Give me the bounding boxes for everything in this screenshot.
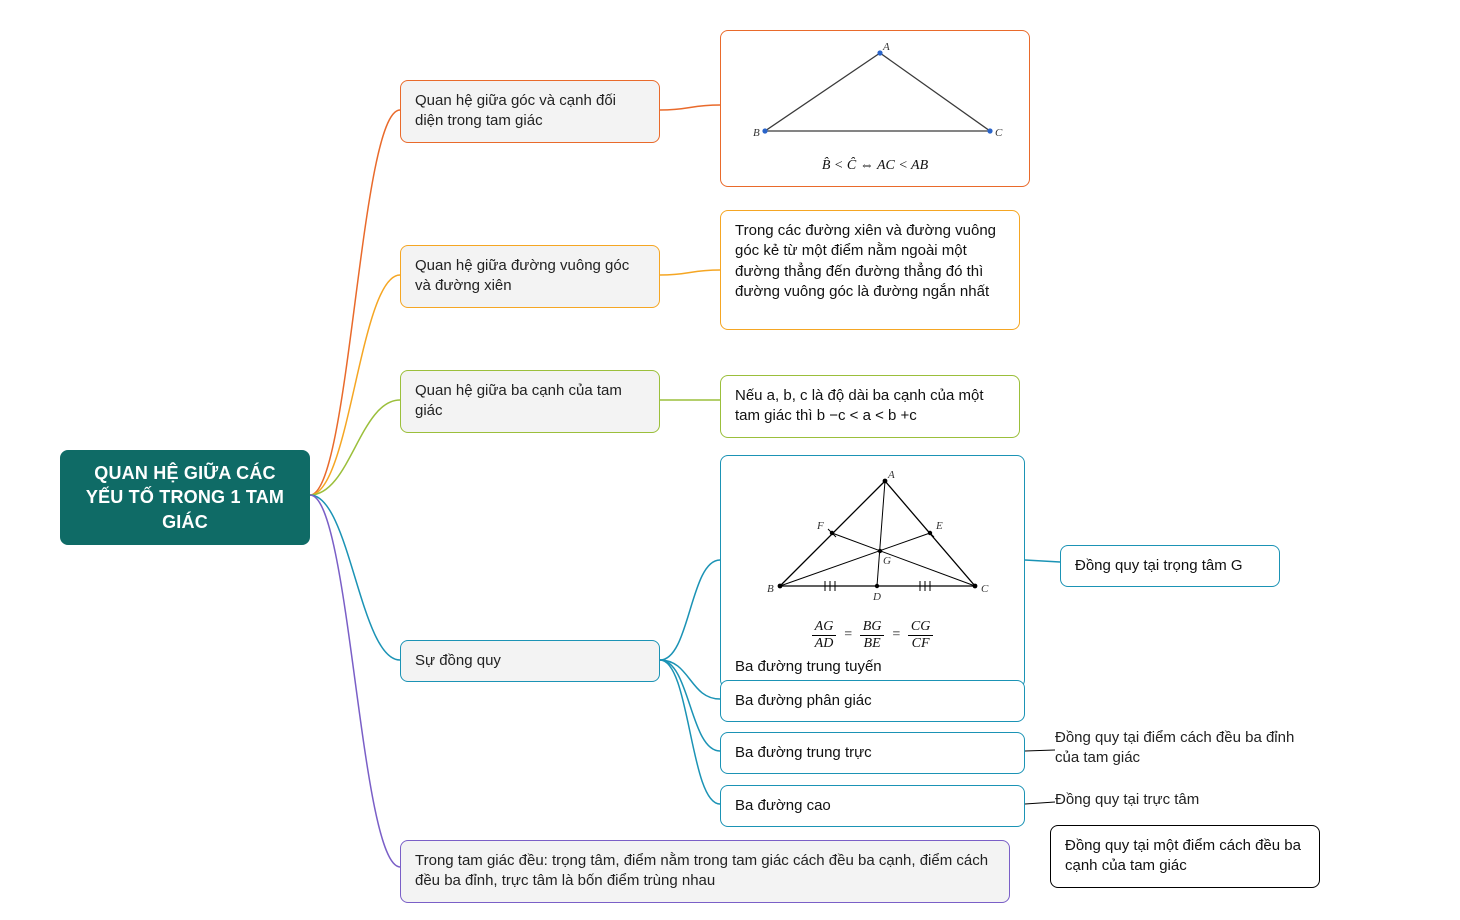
branch-angle-side-label: Quan hệ giữa góc và cạnh đối diện trong … [415, 92, 616, 129]
perp-bisectors-text: Ba đường trung trực [735, 744, 872, 761]
svg-text:G: G [883, 555, 891, 567]
concurrency-bisectors: Ba đường phân giác [720, 680, 1025, 722]
medians-result: Đồng quy tại trọng tâm G [1060, 545, 1280, 587]
branch-concurrency-label: Sự đồng quy [415, 652, 501, 669]
svg-text:C: C [981, 583, 989, 595]
perp-bisectors-result: Đồng quy tại điểm cách đều ba đỉnh của t… [1055, 728, 1315, 769]
svg-text:B: B [767, 583, 774, 595]
angle-side-formula: B̂ < Ĉ ⇔ AC < AB [735, 157, 1015, 176]
branch-equilateral-note-label: Trong tam giác đều: trọng tâm, điểm nằm … [415, 852, 988, 889]
perp-bisectors-result-text: Đồng quy tại điểm cách đều ba đỉnh của t… [1055, 729, 1294, 766]
medians-caption: Ba đường trung tuyến [735, 657, 1010, 677]
medians-result-text: Đồng quy tại trọng tâm G [1075, 557, 1243, 574]
svg-text:F: F [816, 520, 824, 532]
centroid-ratio: AGAD = BGBE = CGCF [735, 619, 1010, 651]
svg-text:C: C [995, 127, 1003, 139]
branch-perpendicular-oblique-label: Quan hệ giữa đường vuông góc và đường xi… [415, 257, 629, 294]
altitudes-result-text: Đồng quy tại trực tâm [1055, 791, 1199, 808]
svg-text:D: D [872, 591, 881, 603]
root-node: QUAN HỆ GIỮA CÁC YẾU TỐ TRONG 1 TAM GIÁC [60, 450, 310, 545]
svg-text:B: B [753, 127, 760, 139]
svg-text:E: E [935, 520, 943, 532]
branch-perpendicular-oblique: Quan hệ giữa đường vuông góc và đường xi… [400, 245, 660, 308]
branch-triangle-inequality: Quan hệ giữa ba cạnh của tam giác [400, 370, 660, 433]
branch-angle-side-figure: A B C B̂ < Ĉ ⇔ AC < AB [720, 30, 1030, 187]
perpendicular-oblique-text: Trong các đường xiên và đường vuông góc … [735, 222, 996, 300]
svg-text:A: A [887, 469, 895, 481]
concurrency-perp-bisectors: Ba đường trung trực [720, 732, 1025, 774]
incenter-box: Đồng quy tại một điểm cách đều ba cạnh c… [1050, 825, 1320, 888]
incenter-box-text: Đồng quy tại một điểm cách đều ba cạnh c… [1065, 837, 1301, 874]
branch-angle-side: Quan hệ giữa góc và cạnh đối diện trong … [400, 80, 660, 143]
triangle-inequality-text: Nếu a, b, c là độ dài ba cạnh của một ta… [735, 387, 984, 424]
root-title: QUAN HỆ GIỮA CÁC YẾU TỐ TRONG 1 TAM GIÁC [86, 463, 284, 532]
altitudes-text: Ba đường cao [735, 797, 831, 814]
svg-text:A: A [882, 41, 890, 53]
branch-equilateral-note: Trong tam giác đều: trọng tâm, điểm nằm … [400, 840, 1010, 903]
branch-triangle-inequality-label: Quan hệ giữa ba cạnh của tam giác [415, 382, 622, 419]
altitudes-result: Đồng quy tại trực tâm [1055, 790, 1315, 810]
branch-concurrency: Sự đồng quy [400, 640, 660, 682]
branch-perpendicular-oblique-text: Trong các đường xiên và đường vuông góc … [720, 210, 1020, 330]
concurrency-altitudes: Ba đường cao [720, 785, 1025, 827]
bisectors-text: Ba đường phân giác [735, 692, 872, 709]
branch-triangle-inequality-text: Nếu a, b, c là độ dài ba cạnh của một ta… [720, 375, 1020, 438]
concurrency-medians-box: A B C F E D G AGAD = BGBE = CGCF Ba đườn… [720, 455, 1025, 688]
